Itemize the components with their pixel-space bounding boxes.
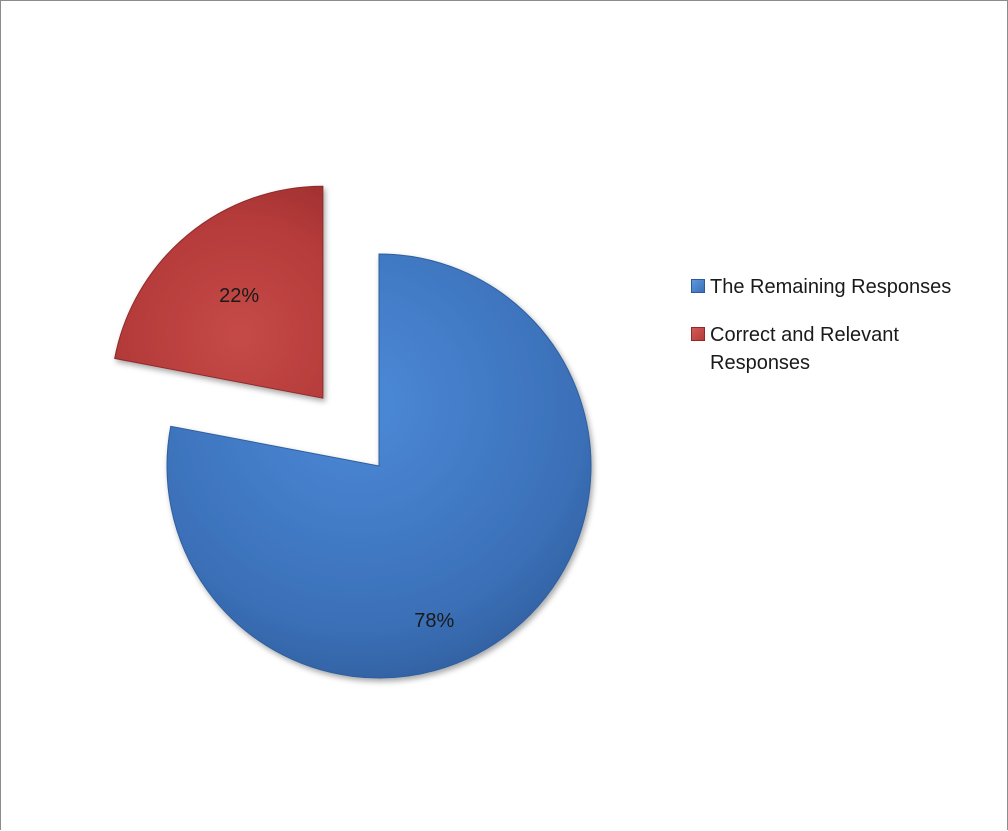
legend-swatch-red-icon [691, 327, 705, 341]
data-label-remaining: 78% [414, 610, 454, 632]
legend: The Remaining Responses Correct and Rele… [691, 273, 991, 397]
legend-item-remaining: The Remaining Responses [691, 273, 991, 301]
legend-item-correct: Correct and Relevant Responses [691, 321, 991, 377]
pie-slice-correct [114, 185, 324, 399]
data-label-correct: 22% [219, 285, 259, 307]
pie-slice-remaining [166, 253, 592, 679]
legend-label-remaining: The Remaining Responses [710, 276, 952, 298]
legend-label-correct: Correct and Relevant Responses [710, 324, 899, 374]
legend-swatch-blue-icon [691, 279, 705, 293]
